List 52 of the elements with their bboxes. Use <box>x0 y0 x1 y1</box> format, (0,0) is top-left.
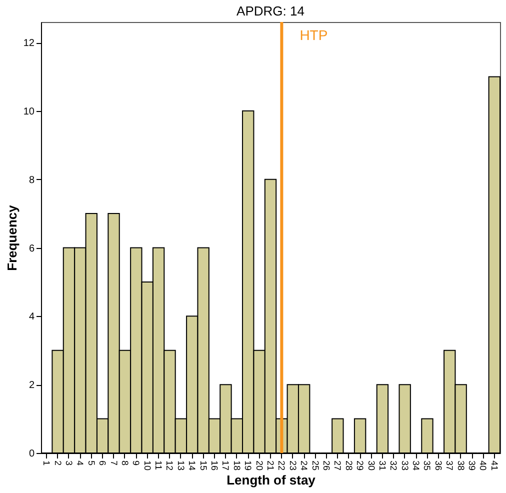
x-tick-label: 24 <box>299 460 310 471</box>
x-tick-label: 4 <box>75 460 86 466</box>
x-tick-label: 3 <box>64 460 74 466</box>
y-tick-label: 0 <box>28 448 35 460</box>
x-tick-label: 19 <box>243 460 254 471</box>
x-axis-title: Length of stay <box>226 472 316 488</box>
x-tick-label: 37 <box>444 460 455 471</box>
x-tick-label: 12 <box>164 460 175 471</box>
x-tick-label: 35 <box>422 460 432 471</box>
x-tick-label: 21 <box>266 460 276 471</box>
x-tick-label: 6 <box>98 460 108 466</box>
x-tick-label: 25 <box>310 460 320 471</box>
x-tick-label: 31 <box>377 460 388 471</box>
x-tick-label: 41 <box>489 460 500 471</box>
chart-title: APDRG: 14 <box>236 4 304 18</box>
x-tick-label: 11 <box>154 460 164 470</box>
x-tick-label: 5 <box>86 460 96 466</box>
x-tick-label: 8 <box>120 460 130 466</box>
x-tick-label: 36 <box>433 460 444 471</box>
x-tick-label: 2 <box>52 460 63 466</box>
y-tick-label: 10 <box>23 106 35 118</box>
x-tick-label: 33 <box>400 460 410 471</box>
x-tick-label: 27 <box>332 460 343 471</box>
x-tick-label: 38 <box>456 460 466 471</box>
x-tick-label: 18 <box>232 460 242 471</box>
x-tick-label: 10 <box>142 460 152 471</box>
x-tick-label: 17 <box>220 460 231 471</box>
x-tick-label: 15 <box>198 460 208 471</box>
x-tick-label: 26 <box>321 460 332 471</box>
x-tick-label: 13 <box>176 460 186 471</box>
y-axis-title: Frequency <box>4 204 20 271</box>
x-tick-label: 1 <box>42 460 52 466</box>
y-tick-label: 2 <box>28 380 35 392</box>
y-tick-label: 4 <box>28 312 35 323</box>
x-tick-label: 30 <box>366 460 376 471</box>
ref-line-label: HTP <box>300 27 328 43</box>
x-tick-label: 29 <box>355 460 366 471</box>
x-tick-label: 20 <box>254 460 264 471</box>
x-tick-label: 28 <box>344 460 354 471</box>
x-tick-label: 34 <box>411 460 422 471</box>
y-tick-label: 8 <box>28 174 35 186</box>
y-tick-label: 12 <box>23 38 35 50</box>
x-tick-label: 23 <box>288 460 298 471</box>
x-tick-label: 9 <box>131 460 142 466</box>
x-tick-label: 40 <box>478 460 488 471</box>
y-tick-label: 6 <box>28 243 35 254</box>
x-tick-label: 16 <box>210 460 220 471</box>
x-tick-label: 39 <box>467 460 478 471</box>
x-tick-label: 22 <box>276 460 287 471</box>
x-tick-label: 14 <box>187 460 198 471</box>
x-tick-label: 7 <box>108 460 119 466</box>
x-tick-label: 32 <box>388 460 399 471</box>
